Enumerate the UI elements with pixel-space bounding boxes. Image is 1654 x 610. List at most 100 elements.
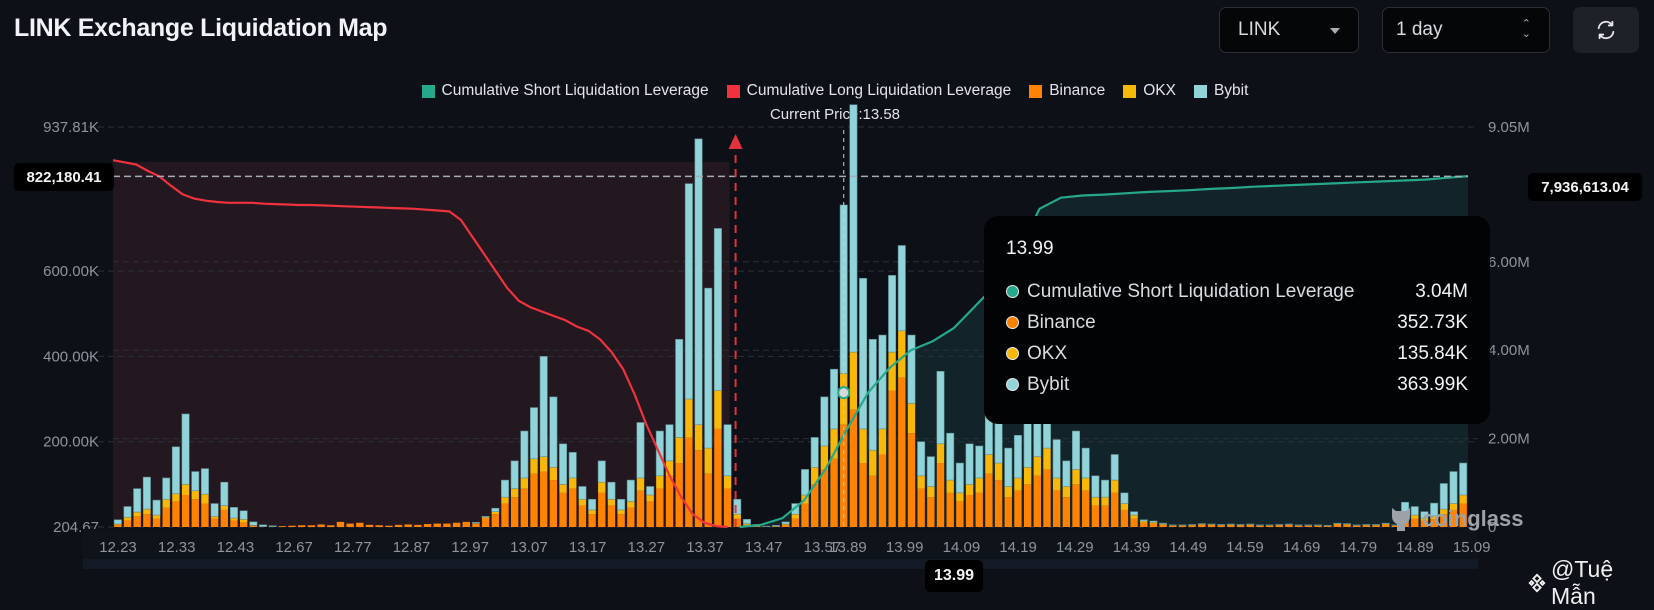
bar-bybit (1150, 521, 1157, 522)
bar-bybit (134, 489, 141, 512)
bar-okx (1072, 469, 1079, 484)
bar-binance (434, 524, 441, 527)
arrow-up-icon (729, 134, 743, 149)
bar-binance (724, 489, 731, 527)
bar-bybit (540, 356, 547, 456)
bar-bybit (182, 414, 189, 484)
bar-bybit (830, 369, 837, 429)
bar-okx (656, 476, 663, 489)
bar-bybit (530, 408, 537, 459)
bar-binance (1111, 493, 1118, 527)
bar-binance (1237, 525, 1244, 527)
bar-okx (124, 517, 131, 520)
bar-okx (492, 512, 499, 515)
right-axis-marker: 7,936,613.04 (1528, 173, 1642, 201)
right-axis-tick: 2.00M (1488, 431, 1530, 448)
bar-bybit (114, 520, 121, 524)
bar-binance (908, 433, 915, 527)
x-axis-tick: 13.27 (628, 539, 666, 556)
bar-bybit (888, 275, 895, 352)
bar-binance (1101, 506, 1108, 527)
bar-binance (1256, 526, 1263, 527)
bar-binance (492, 514, 499, 527)
bar-okx (608, 499, 615, 505)
bar-bybit (917, 442, 924, 476)
bar-bybit (714, 228, 721, 390)
bar-binance (1140, 523, 1147, 527)
bar-binance (859, 463, 866, 527)
bar-binance (337, 522, 344, 527)
bar-binance (414, 525, 421, 527)
bar-binance (1169, 526, 1176, 527)
bar-binance (714, 429, 721, 527)
bar-binance (405, 524, 412, 527)
bar-binance (221, 510, 228, 527)
right-axis-tick: 9.05M (1488, 119, 1530, 136)
bar-binance (1159, 525, 1166, 527)
bar-binance (888, 391, 895, 527)
bar-okx (705, 448, 712, 474)
bar-binance (782, 525, 789, 527)
binance-diamond-icon (1527, 572, 1547, 594)
bar-okx (792, 514, 799, 518)
bar-okx (221, 506, 228, 510)
bar-bybit (172, 447, 179, 494)
bar-binance (1024, 484, 1031, 527)
bar-okx (1014, 478, 1021, 491)
bar-okx (501, 497, 508, 503)
bar-okx (211, 516, 218, 518)
bar-bybit (695, 139, 702, 425)
bar-binance (1034, 476, 1041, 527)
coinglass-brand: coinglass (1422, 506, 1523, 532)
bar-bybit (192, 472, 199, 491)
bar-okx (192, 491, 199, 500)
bar-binance (346, 524, 353, 527)
bar-bybit (143, 477, 150, 509)
bar-binance (327, 525, 334, 527)
bar-binance (1295, 526, 1302, 527)
bar-bybit (1130, 512, 1137, 515)
x-axis-tick: 14.29 (1056, 539, 1094, 556)
bar-okx (917, 476, 924, 489)
bar-bybit (598, 461, 605, 482)
bar-okx (521, 478, 528, 489)
bar-okx (927, 486, 934, 497)
bar-bybit (927, 457, 934, 487)
bar-binance (1130, 518, 1137, 527)
tooltip-label: OKX (1027, 343, 1397, 365)
x-axis-tick: 15.09 (1453, 539, 1491, 556)
bar-bybit (772, 525, 779, 526)
bar-okx (134, 512, 141, 516)
bar-bybit (1053, 440, 1060, 478)
left-axis-tick: 600.00K (43, 263, 99, 280)
bar-binance (617, 514, 624, 527)
bar-bybit (259, 525, 266, 527)
bar-binance (1188, 525, 1195, 527)
bar-bybit (646, 486, 653, 495)
bar-bybit (1159, 523, 1166, 524)
bar-okx (676, 437, 683, 463)
bar-okx (1111, 480, 1118, 493)
bar-bybit (482, 516, 489, 517)
bar-binance (1285, 525, 1292, 527)
bar-okx (908, 403, 915, 433)
x-axis-tick: 13.47 (745, 539, 783, 556)
x-axis-tick: 14.89 (1396, 539, 1434, 556)
coinglass-mascot-icon (1388, 504, 1414, 534)
bar-okx (550, 467, 557, 480)
bar-okx (569, 478, 576, 489)
bar-binance (550, 480, 557, 527)
bar-binance (898, 378, 905, 527)
bar-bybit (879, 335, 886, 429)
bar-bybit (811, 437, 818, 467)
bar-bybit (269, 526, 276, 527)
bar-okx (714, 391, 721, 429)
bar-binance (356, 523, 363, 527)
bar-bybit (956, 463, 963, 493)
bar-binance (530, 474, 537, 527)
bar-binance (976, 493, 983, 527)
bar-bybit (743, 519, 750, 523)
x-axis-tick: 14.39 (1113, 539, 1151, 556)
bar-okx (888, 352, 895, 390)
